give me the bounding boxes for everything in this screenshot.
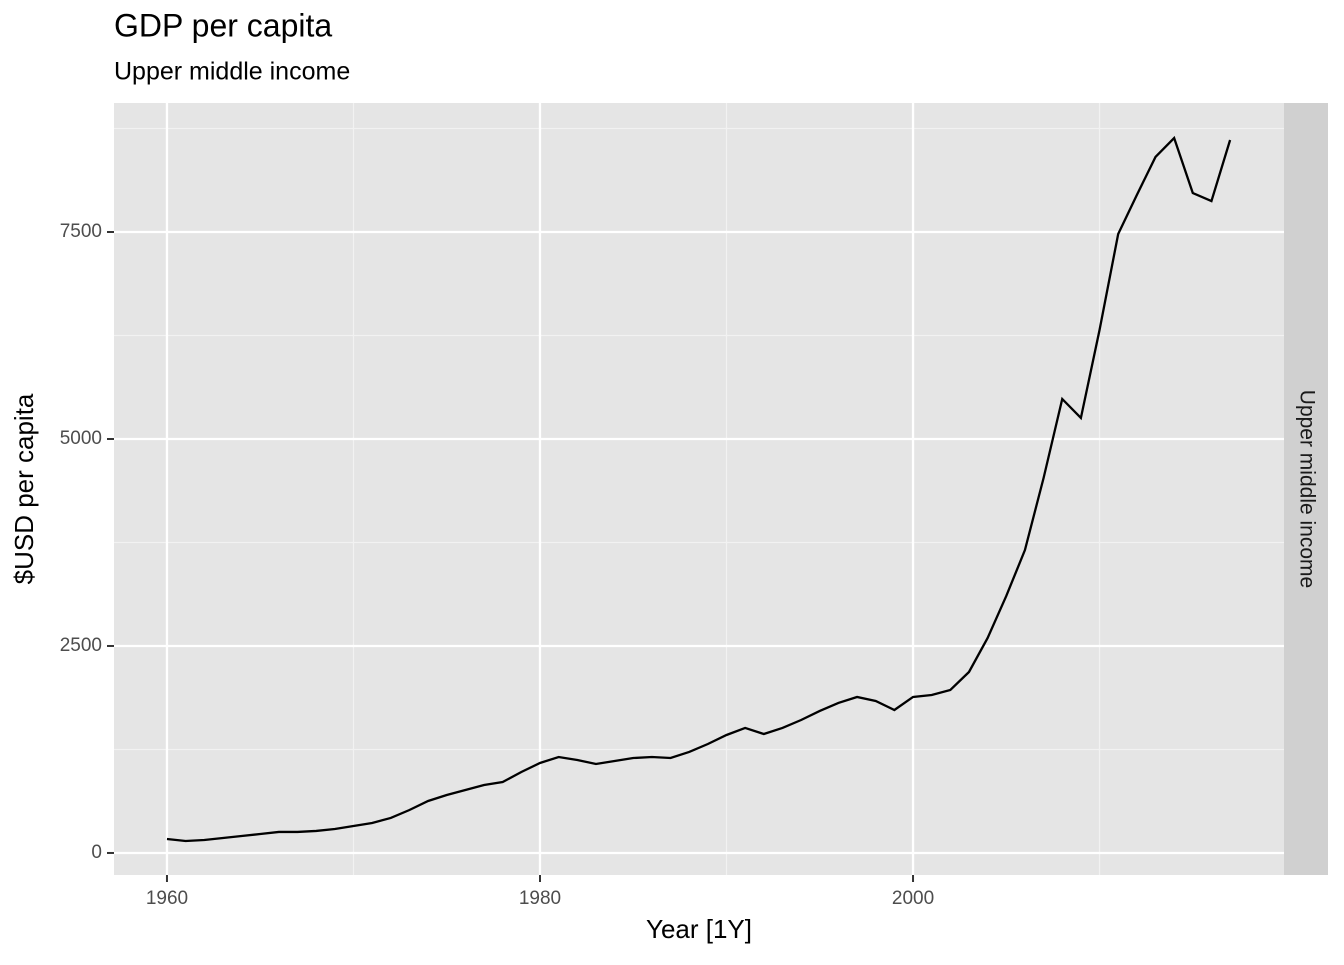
chart-subtitle: Upper middle income bbox=[114, 58, 350, 86]
chart-title: GDP per capita bbox=[114, 7, 332, 43]
y-tick-label: 5000 bbox=[60, 428, 102, 449]
y-tick-label: 2500 bbox=[60, 635, 102, 656]
facet-strip bbox=[1284, 103, 1328, 875]
x-tick-label: 1980 bbox=[519, 888, 561, 909]
line bbox=[166, 135, 1232, 843]
y-axis-label: $USD per capita bbox=[9, 393, 39, 584]
y-tick-label: 0 bbox=[91, 842, 102, 863]
x-tick-label: 2000 bbox=[892, 888, 934, 909]
x-tick-label: 1960 bbox=[146, 888, 188, 909]
facet-label: Upper middle income bbox=[1295, 390, 1318, 588]
y-tick-label: 7500 bbox=[60, 221, 102, 242]
x-axis-label: Year [1Y] bbox=[646, 914, 752, 944]
panel bbox=[114, 103, 1284, 875]
